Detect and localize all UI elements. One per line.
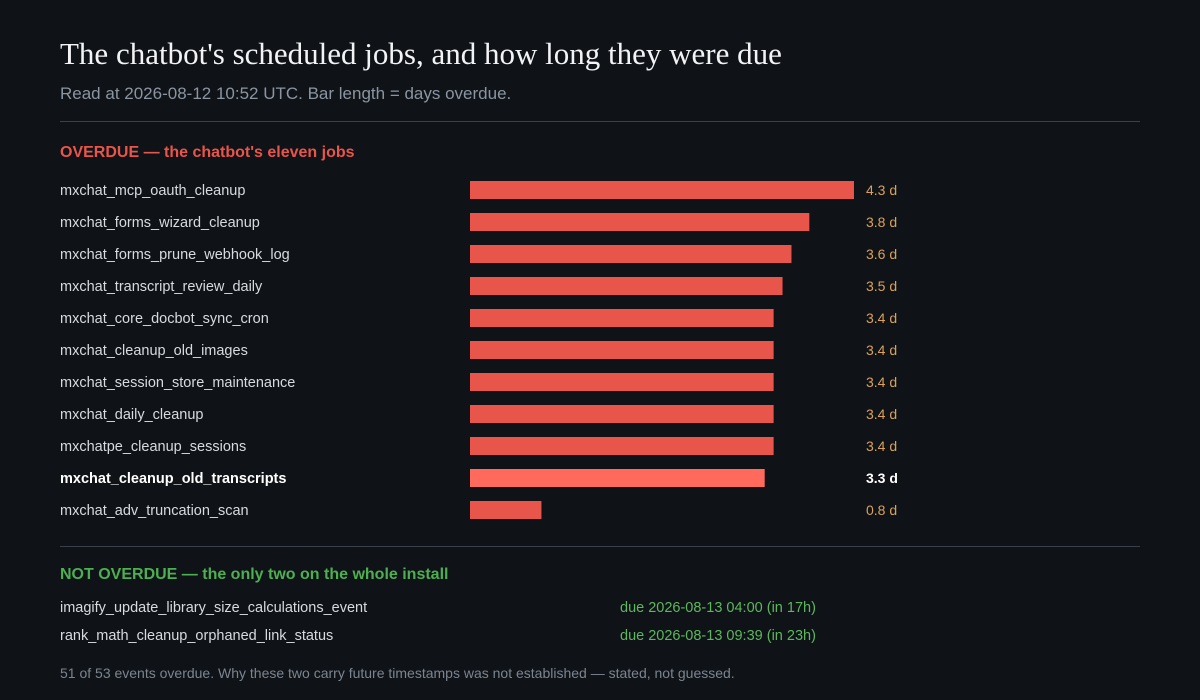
bar: [470, 501, 542, 519]
bar: [470, 341, 774, 359]
bar-value-label: 3.4 d: [866, 374, 897, 390]
bar: [470, 373, 774, 391]
bar-value-label: 3.6 d: [866, 246, 897, 262]
bar-value-label: 3.4 d: [866, 342, 897, 358]
bar: [470, 213, 810, 231]
divider-middle: [60, 546, 1140, 547]
not-overdue-row: rank_math_cleanup_orphaned_link_status d…: [60, 628, 1140, 648]
bar-value-label: 3.5 d: [866, 278, 897, 294]
bar-category-label: mxchatpe_cleanup_sessions: [60, 439, 246, 455]
job-name: imagify_update_library_size_calculations…: [60, 600, 368, 616]
footnote: 51 of 53 events overdue. Why these two c…: [60, 665, 735, 681]
bar-category-label: mxchat_core_docbot_sync_cron: [60, 311, 269, 327]
bar-category-label: mxchat_forms_wizard_cleanup: [60, 215, 260, 231]
bar-category-label: mxchat_transcript_review_daily: [60, 279, 263, 295]
bar-value-label: 3.4 d: [866, 310, 897, 326]
not-overdue-heading: NOT OVERDUE — the only two on the whole …: [60, 566, 449, 583]
divider-top: [60, 121, 1140, 122]
bar-category-label: mxchat_session_store_maintenance: [60, 375, 295, 391]
bar-value-label: 3.4 d: [866, 438, 897, 454]
bar-value-label: 3.4 d: [866, 406, 897, 422]
bar: [470, 469, 765, 487]
bar: [470, 437, 774, 455]
job-name: rank_math_cleanup_orphaned_link_status: [60, 628, 334, 644]
overdue-heading: OVERDUE — the chatbot's eleven jobs: [60, 144, 355, 161]
bar: [470, 181, 854, 199]
bar-category-label: mxchat_adv_truncation_scan: [60, 503, 249, 519]
bar: [470, 309, 774, 327]
bar-value-label: 3.8 d: [866, 214, 897, 230]
bar-value-label: 0.8 d: [866, 502, 897, 518]
bar-category-label: mxchat_cleanup_old_transcripts: [60, 471, 286, 487]
bar: [470, 245, 792, 263]
bar-value-label: 4.3 d: [866, 182, 897, 198]
bar-category-label: mxchat_daily_cleanup: [60, 407, 203, 423]
overdue-bar-chart: mxchat_mcp_oauth_cleanup 4.3 d mxchat_form…: [60, 181, 898, 519]
page-title: The chatbot's scheduled jobs, and how lo…: [60, 36, 782, 71]
not-overdue-row: imagify_update_library_size_calculations…: [60, 600, 1140, 620]
due-time: due 2026-08-13 09:39 (in 23h): [620, 628, 816, 644]
page-subtitle: Read at 2026-08-12 10:52 UTC. Bar length…: [60, 84, 512, 103]
bar-category-label: mxchat_forms_prune_webhook_log: [60, 247, 290, 263]
bar-category-label: mxchat_mcp_oauth_cleanup: [60, 183, 245, 199]
bar-value-label: 3.3 d: [866, 470, 898, 486]
bar: [470, 405, 774, 423]
due-time: due 2026-08-13 04:00 (in 17h): [620, 600, 816, 616]
bar-category-label: mxchat_cleanup_old_images: [60, 343, 248, 359]
bar: [470, 277, 783, 295]
